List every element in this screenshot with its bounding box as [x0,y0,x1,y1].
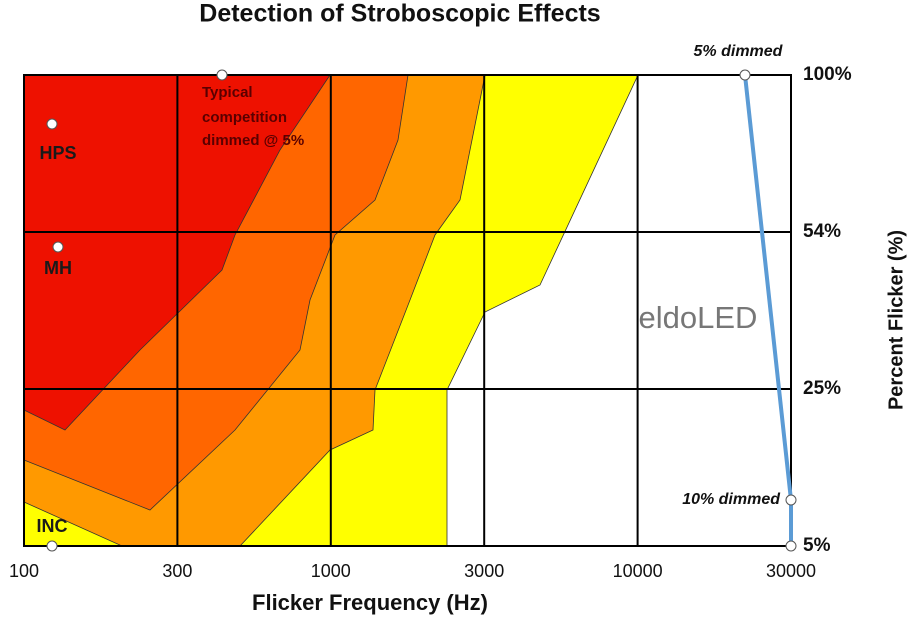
x-tick-label: 10000 [613,561,663,581]
marker [216,69,228,81]
marker [46,540,58,552]
x-tick-label: 300 [162,561,192,581]
x-axis-label: Flicker Frequency (Hz) [252,590,488,615]
marker [785,494,797,506]
y-tick-label: 100% [803,64,852,85]
marker [739,69,751,81]
watermark: eldoLED [639,300,758,335]
annotation: Typical [202,84,253,101]
chart-title: Detection of Stroboscopic Effects [199,0,600,28]
plot-frame [23,74,792,547]
annotation: 10% dimmed [682,491,781,508]
y-tick-label: 5% [803,535,831,556]
annotation: MH [44,258,72,278]
x-tick-label: 100 [9,561,39,581]
marker [785,540,797,552]
annotation: HPS [39,143,76,163]
y-tick-label: 54% [803,221,841,242]
annotation: dimmed @ 5% [202,132,304,149]
grid [24,75,791,546]
marker [52,241,64,253]
y-axis-label: Percent Flicker (%) [885,230,907,410]
annotation: 5% dimmed [694,43,784,60]
annotation: INC [37,516,68,536]
x-tick-label: 3000 [464,561,504,581]
x-tick-label: 30000 [766,561,816,581]
annotation: competition [202,109,287,126]
y-tick-label: 25% [803,378,841,399]
x-tick-label: 1000 [311,561,351,581]
marker [46,118,58,130]
markers [46,69,797,552]
